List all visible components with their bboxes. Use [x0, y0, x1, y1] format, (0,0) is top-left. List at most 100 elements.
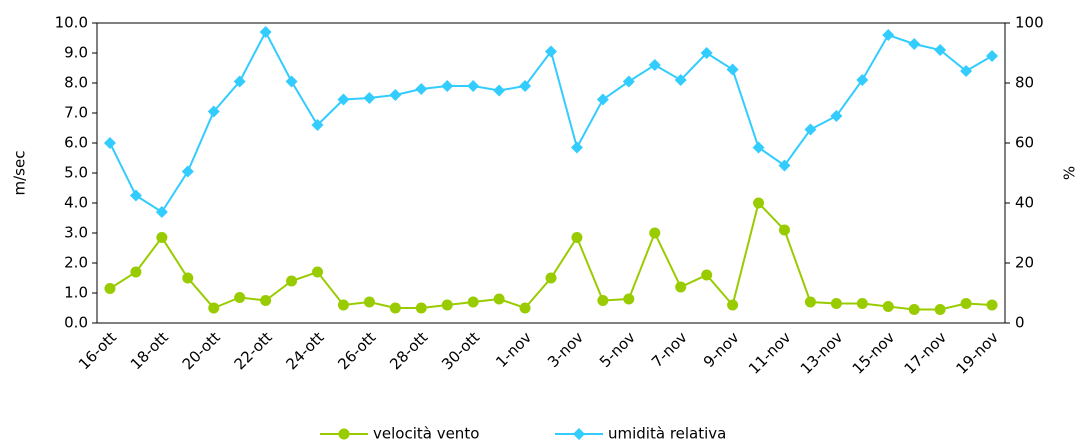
- diamond-marker: [285, 75, 298, 88]
- circle-marker: [337, 299, 349, 311]
- circle-marker: [130, 266, 142, 278]
- y-tick-label: 3.0: [64, 224, 88, 242]
- circle-marker: [934, 304, 946, 315]
- circle-marker: [363, 296, 375, 308]
- x-tick-label: 24-ott: [282, 328, 327, 373]
- circle-marker: [882, 301, 894, 312]
- y-tick-label: 7.0: [64, 104, 88, 122]
- diamond-marker: [103, 137, 116, 149]
- diamond-marker: [181, 165, 194, 178]
- diamond-marker: [596, 93, 609, 106]
- circle-marker: [104, 283, 116, 294]
- x-tick-label: 30-ott: [438, 328, 483, 373]
- x-tick-label: 19-nov: [952, 328, 1002, 378]
- circle-marker: [701, 269, 713, 281]
- circle-marker: [597, 295, 609, 306]
- diamond-marker: [545, 45, 557, 58]
- circle-marker: [234, 292, 246, 303]
- x-tick-label: 15-nov: [849, 328, 899, 378]
- legend-marker: [573, 428, 585, 440]
- y2-tick-label: 100: [1015, 14, 1044, 32]
- x-tick-label: 17-nov: [901, 328, 951, 378]
- y2-tick-label: 80: [1015, 74, 1034, 92]
- y-tick-label: 2.0: [64, 254, 88, 272]
- circle-marker: [493, 293, 505, 305]
- y-tick-label: 5.0: [64, 164, 88, 182]
- y-tick-label: 9.0: [64, 44, 88, 62]
- diamond-marker: [830, 110, 843, 122]
- y-axis-label: m/sec: [11, 151, 29, 196]
- circle-marker: [286, 275, 298, 287]
- y2-tick-label: 20: [1015, 254, 1034, 272]
- y-tick-label: 1.0: [64, 284, 88, 302]
- diamond-marker: [908, 38, 921, 50]
- diamond-marker: [493, 84, 506, 97]
- circle-marker: [182, 272, 194, 284]
- x-tick-label: 1-nov: [492, 328, 535, 371]
- diamond-marker: [622, 75, 635, 88]
- diamond-marker: [986, 50, 999, 62]
- y-tick-label: 8.0: [64, 74, 88, 92]
- circle-marker: [727, 299, 739, 311]
- x-tick-label: 9-nov: [700, 328, 743, 371]
- y2-tick-label: 60: [1015, 134, 1034, 152]
- circle-marker: [156, 232, 168, 243]
- circle-marker: [571, 232, 583, 243]
- diamond-marker: [778, 159, 791, 172]
- diamond-marker: [752, 141, 765, 154]
- y-tick-label: 0.0: [64, 314, 88, 332]
- circle-marker: [545, 272, 557, 284]
- circle-marker: [415, 302, 427, 314]
- circle-marker: [986, 299, 998, 311]
- diamond-marker: [700, 47, 713, 59]
- diamond-marker: [233, 75, 246, 88]
- diamond-marker: [259, 26, 272, 38]
- x-tick-label: 3-nov: [544, 328, 587, 371]
- circle-marker: [260, 295, 272, 306]
- diamond-marker: [337, 93, 350, 106]
- diamond-marker: [804, 123, 817, 136]
- circle-marker: [675, 281, 687, 293]
- diamond-marker: [726, 63, 739, 76]
- circle-marker: [389, 302, 401, 314]
- y2-axis-label: %: [1061, 166, 1079, 180]
- x-tick-label: 28-ott: [386, 328, 431, 373]
- diamond-marker: [960, 65, 973, 77]
- series-line: [109, 29, 993, 214]
- diamond-marker: [674, 74, 687, 86]
- circle-marker: [312, 266, 324, 278]
- x-tick-label: 22-ott: [231, 328, 276, 373]
- diamond-marker: [882, 29, 895, 41]
- circle-marker: [519, 302, 531, 314]
- x-tick-label: 11-nov: [745, 328, 795, 378]
- legend-marker: [338, 428, 350, 440]
- diamond-marker: [415, 83, 428, 95]
- y-tick-label: 4.0: [64, 194, 88, 212]
- diamond-marker: [856, 74, 869, 86]
- circle-marker: [908, 304, 920, 315]
- legend-label: umidità relativa: [608, 425, 726, 443]
- circle-marker: [623, 293, 635, 305]
- x-tick-label: 16-ott: [75, 328, 120, 373]
- legend-label: velocità vento: [373, 425, 479, 443]
- y2-tick-label: 0: [1015, 314, 1025, 332]
- diamond-marker: [934, 44, 947, 56]
- diamond-marker: [207, 105, 220, 118]
- diamond-marker: [519, 80, 532, 92]
- circle-marker: [960, 298, 972, 309]
- y-tick-label: 10.0: [55, 14, 88, 32]
- circle-marker: [804, 296, 816, 308]
- diamond-marker: [648, 59, 661, 71]
- circle-marker: [830, 298, 842, 309]
- circle-marker: [441, 299, 453, 311]
- circle-marker: [778, 224, 790, 236]
- diamond-marker: [363, 92, 376, 104]
- x-tick-label: 5-nov: [596, 328, 639, 371]
- diamond-marker: [389, 89, 402, 101]
- diamond-marker: [570, 141, 583, 154]
- circle-marker: [649, 227, 661, 239]
- diamond-marker: [155, 206, 168, 218]
- circle-marker: [208, 302, 220, 314]
- circle-marker: [753, 197, 765, 209]
